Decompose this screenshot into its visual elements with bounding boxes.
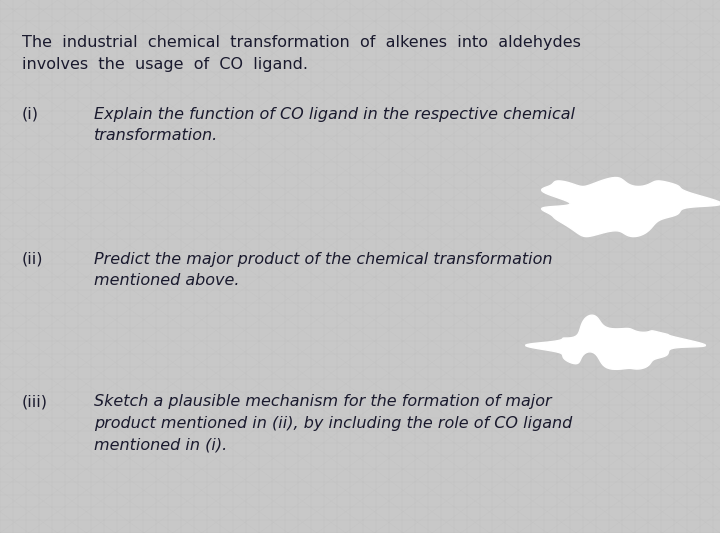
Text: Sketch a plausible mechanism for the formation of major: Sketch a plausible mechanism for the for… bbox=[94, 394, 552, 409]
Polygon shape bbox=[526, 315, 706, 369]
Text: (i): (i) bbox=[22, 107, 39, 122]
Text: product mentioned in (ii), by including the role of CO ligand: product mentioned in (ii), by including … bbox=[94, 416, 572, 431]
Text: (ii): (ii) bbox=[22, 252, 43, 266]
Polygon shape bbox=[541, 177, 720, 237]
Text: Predict the major product of the chemical transformation: Predict the major product of the chemica… bbox=[94, 252, 552, 266]
Text: The  industrial  chemical  transformation  of  alkenes  into  aldehydes: The industrial chemical transformation o… bbox=[22, 35, 580, 50]
Text: mentioned above.: mentioned above. bbox=[94, 273, 239, 288]
Text: (iii): (iii) bbox=[22, 394, 48, 409]
Text: Explain the function of CO ligand in the respective chemical: Explain the function of CO ligand in the… bbox=[94, 107, 575, 122]
Text: transformation.: transformation. bbox=[94, 128, 218, 143]
Text: mentioned in (i).: mentioned in (i). bbox=[94, 437, 227, 452]
Text: involves  the  usage  of  CO  ligand.: involves the usage of CO ligand. bbox=[22, 57, 307, 72]
